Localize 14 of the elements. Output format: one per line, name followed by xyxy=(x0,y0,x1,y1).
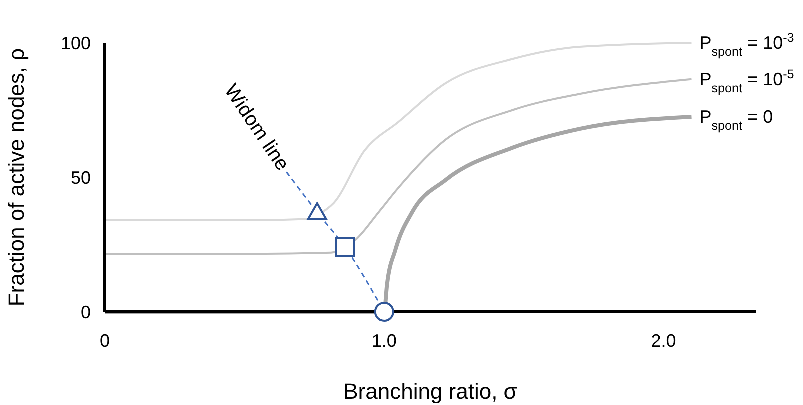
y-axis-title: Fraction of active nodes, ρ xyxy=(4,48,29,307)
point xyxy=(374,302,394,322)
y-tick-label: 100 xyxy=(60,33,91,54)
series-label: P$_{spont}$ = 0 xyxy=(700,106,774,133)
y-tick-label: 50 xyxy=(70,168,91,188)
series-label: P$_{spont}$ = 10$^{-5}$ xyxy=(700,67,794,96)
point xyxy=(335,237,356,258)
line-series xyxy=(104,42,693,222)
x-tick-label: 2.0 xyxy=(651,330,676,351)
point xyxy=(307,202,328,220)
x-tick-label: 1.0 xyxy=(372,330,397,351)
x-tick-label: 0 xyxy=(100,330,110,351)
y-tick-label: 0 xyxy=(80,302,91,322)
series-label: P$_{spont}$ = 10$^{-3}$ xyxy=(700,31,794,59)
